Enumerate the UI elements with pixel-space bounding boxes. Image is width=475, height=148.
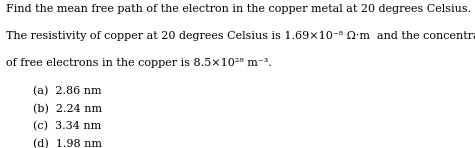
Text: (c)  3.34 nm: (c) 3.34 nm <box>33 121 102 132</box>
Text: The resistivity of copper at 20 degrees Celsius is 1.69×10⁻⁸ Ω·m  and the concen: The resistivity of copper at 20 degrees … <box>6 31 475 41</box>
Text: of free electrons in the copper is 8.5×10²⁸ m⁻³.: of free electrons in the copper is 8.5×1… <box>6 58 271 68</box>
Text: (b)  2.24 nm: (b) 2.24 nm <box>33 104 103 114</box>
Text: (d)  1.98 nm: (d) 1.98 nm <box>33 139 102 148</box>
Text: Find the mean free path of the electron in the copper metal at 20 degrees Celsiu: Find the mean free path of the electron … <box>6 4 471 15</box>
Text: (a)  2.86 nm: (a) 2.86 nm <box>33 86 102 96</box>
